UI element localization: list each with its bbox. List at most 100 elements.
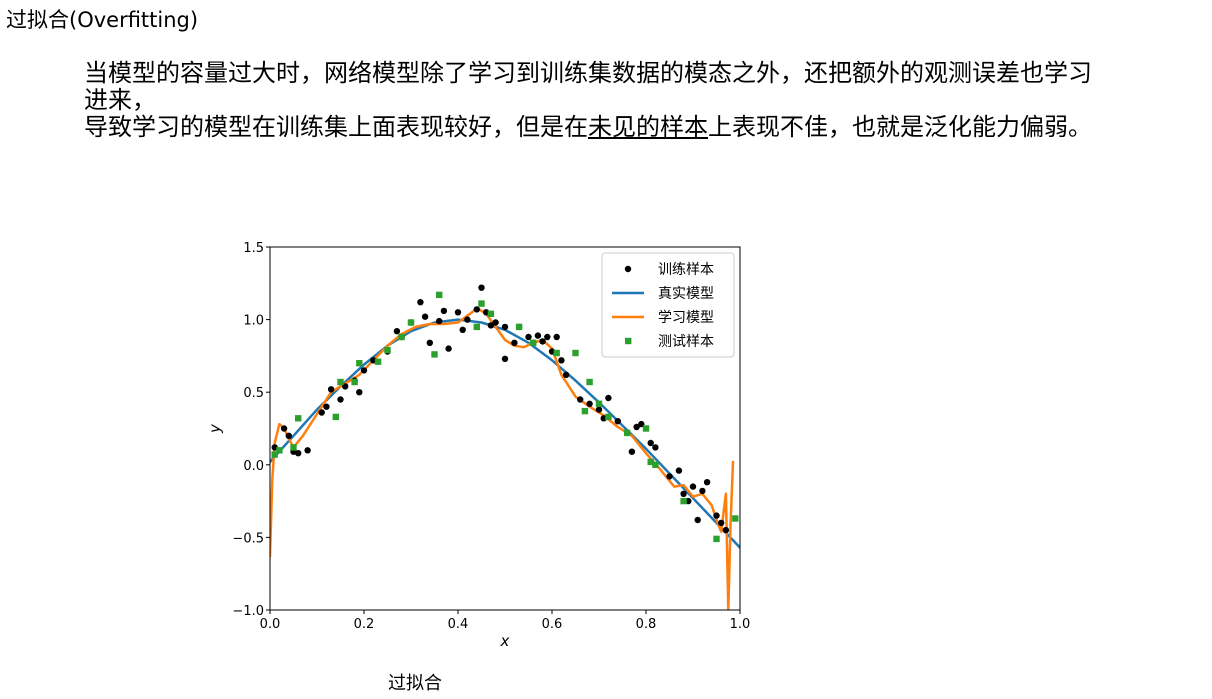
legend-label: 测试样本 [658, 334, 714, 350]
train-point [459, 326, 466, 333]
test-point [732, 515, 739, 522]
test-point [605, 413, 612, 421]
section-title: 过拟合(Overfitting) [6, 8, 199, 32]
train-point [280, 425, 288, 432]
train-point [652, 444, 659, 451]
train-point [614, 418, 621, 425]
train-point [553, 333, 560, 341]
x-tick-label: 0.6 [542, 617, 563, 632]
test-point [431, 351, 438, 358]
test-point [647, 458, 654, 466]
train-point [454, 309, 462, 316]
train-point [478, 284, 485, 291]
test-point [276, 447, 283, 454]
y-tick-label: −1.0 [232, 604, 264, 619]
train-point [689, 483, 697, 490]
legend-label: 学习模型 [658, 310, 714, 326]
paragraph-line-1: 当模型的容量过大时，网络模型除了学习到训练集数据的模态之外，还把额外的观测误差也… [84, 59, 1092, 87]
test-point [572, 349, 579, 357]
x-tick-label: 0.4 [448, 617, 469, 632]
legend-entry: 真实模型 [612, 286, 714, 302]
y-axis-label: y [206, 423, 224, 434]
train-point [417, 299, 424, 306]
train-point [440, 307, 448, 315]
train-point [285, 432, 292, 439]
legend-marker-train [624, 265, 632, 273]
test-point [652, 461, 659, 468]
train-point [694, 516, 701, 524]
train-point [501, 323, 509, 331]
test-point [407, 319, 415, 326]
test-point [624, 429, 631, 437]
figure-caption: 过拟合 [388, 673, 442, 694]
test-point [271, 451, 278, 458]
plot-area [270, 284, 740, 610]
train-point [666, 473, 673, 480]
underlined-phrase: 未见的样本 [588, 113, 708, 141]
test-point [487, 310, 495, 317]
test-point [398, 333, 405, 341]
test-point [515, 323, 523, 331]
train-point [605, 394, 612, 402]
train-point [718, 519, 725, 527]
test-point [581, 407, 589, 415]
train-point [492, 319, 499, 326]
train-point [356, 389, 363, 396]
train-point [473, 306, 480, 313]
train-point [445, 345, 452, 352]
train-point [426, 339, 433, 346]
train-point [680, 490, 687, 497]
train-point [544, 333, 551, 341]
test-point [295, 415, 302, 422]
legend-label: 真实模型 [658, 286, 714, 302]
train-point [393, 328, 401, 335]
x-axis-label: x [500, 632, 510, 650]
test-point [595, 400, 603, 407]
x-tick-label: 0.2 [354, 617, 375, 632]
train-point [323, 403, 330, 410]
paragraph-line-2: 进来， [84, 86, 156, 114]
legend-marker-test [625, 337, 632, 345]
train-point [558, 357, 565, 364]
train-point [722, 526, 730, 534]
train-point [534, 332, 542, 339]
legend-entry: 测试样本 [625, 334, 714, 350]
train-point [628, 448, 636, 455]
train-point [304, 447, 311, 454]
overfitting-figure: 0.0 0.2 0.4 0.6 0.8 1.0 −1.0 −0.5 0.0 0.5 1.0 1.5 x y… [200, 232, 780, 652]
test-point [473, 323, 480, 331]
train-point [595, 406, 603, 413]
paragraph-line-3: 导致学习的模型在训练集上面表现较好，但是在未见的样本上表现不佳，也就是泛化能力偏… [84, 114, 1209, 141]
train-point [586, 400, 593, 407]
test-point [351, 378, 358, 386]
body-paragraph: 当模型的容量过大时，网络模型除了学习到训练集数据的模态之外，还把额外的观测误差也… [84, 60, 1209, 141]
x-tick-label: 0.8 [636, 617, 657, 632]
test-point [642, 425, 650, 432]
train-point [511, 339, 518, 346]
train-point [436, 317, 443, 325]
train-point [633, 423, 640, 431]
test-point [478, 300, 485, 307]
test-point [290, 444, 297, 451]
test-point [586, 378, 593, 386]
test-point [332, 413, 339, 421]
y-tick-label: 1.5 [243, 241, 264, 256]
train-point [577, 396, 584, 403]
train-point [647, 439, 654, 447]
train-point [539, 338, 546, 345]
test-point [356, 360, 363, 367]
y-tick-label: −0.5 [232, 531, 264, 546]
test-point [337, 378, 344, 386]
train-point [713, 512, 720, 519]
paragraph-line-3-start: 导致学习的模型在训练集上面表现较好，但是在 [84, 113, 588, 141]
test-point [530, 339, 537, 346]
legend-box [601, 252, 735, 358]
test-point [553, 349, 560, 357]
y-tick-label: 0.5 [243, 386, 264, 401]
test-point [374, 358, 382, 365]
test-point [384, 346, 391, 354]
train-point [360, 367, 368, 374]
series-line-learned-model [270, 306, 735, 610]
legend-label: 训练样本 [658, 262, 714, 278]
